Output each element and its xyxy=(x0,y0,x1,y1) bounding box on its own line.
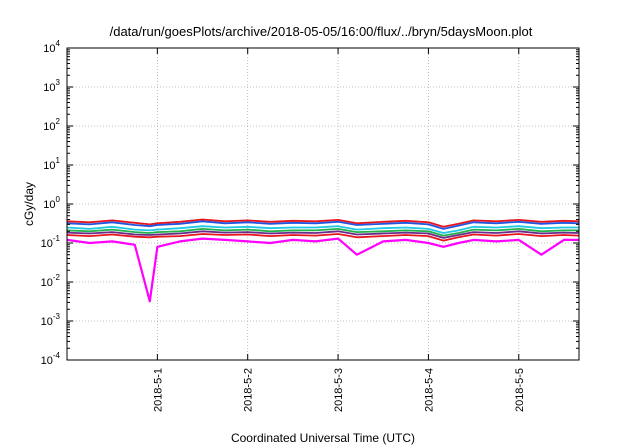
y-tick-label: 102 xyxy=(43,117,60,133)
x-tick-label: 2018-5-5 xyxy=(514,368,526,412)
x-axis-label: Coordinated Universal Time (UTC) xyxy=(231,431,415,445)
y-tick-label: 10-3 xyxy=(41,312,61,328)
y-tick-label: 103 xyxy=(43,78,60,94)
series-line-7 xyxy=(66,237,579,303)
y-axis-label: cGy/day xyxy=(22,182,36,226)
series-line-4 xyxy=(66,227,579,237)
x-tick-label: 2018-5-3 xyxy=(333,368,345,412)
series-group xyxy=(66,218,580,303)
series-line-2 xyxy=(66,220,580,230)
x-tick-label: 2018-5-4 xyxy=(423,368,435,412)
series-line-6 xyxy=(66,233,580,242)
x-tick-label: 2018-5-2 xyxy=(243,368,255,412)
y-tick-label: 10-4 xyxy=(41,351,61,367)
chart-title: /data/run/goesPlots/archive/2018-05-05/1… xyxy=(110,24,533,39)
series-line-5 xyxy=(66,230,580,239)
series-line-1 xyxy=(66,218,580,228)
y-tick-label: 101 xyxy=(43,156,60,172)
grid xyxy=(67,48,579,360)
x-tick-label: 2018-5-1 xyxy=(152,368,164,412)
y-tick-label: 10-2 xyxy=(41,273,61,289)
series-line-3 xyxy=(66,225,579,234)
y-tick-label: 104 xyxy=(43,39,60,55)
x-tick-group: 2018-5-1 2018-5-2 2018-5-3 2018-5-4 2018-5-5 xyxy=(152,48,526,412)
y-tick-label: 100 xyxy=(43,195,60,211)
y-tick-group: 10-4 10-3 10-2 10-1 100 101 102 103 104 xyxy=(41,39,579,367)
y-tick-label: 10-1 xyxy=(41,234,61,250)
